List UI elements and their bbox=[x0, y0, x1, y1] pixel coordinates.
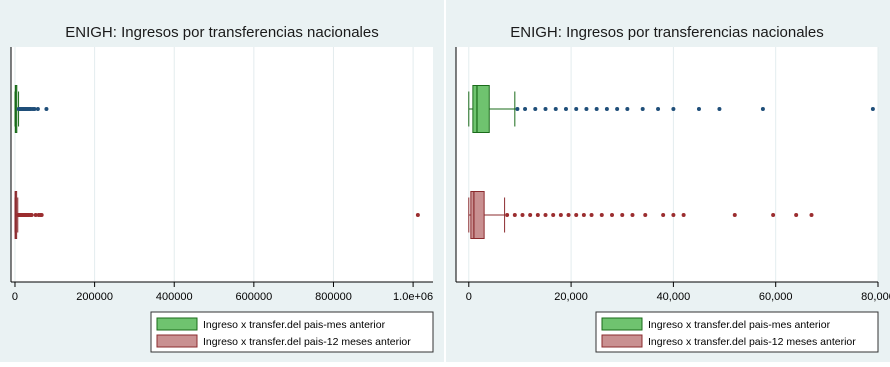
left-chart-title: ENIGH: Ingresos por transferencias nacio… bbox=[65, 24, 378, 41]
right-12-meses-outlier bbox=[794, 213, 799, 217]
right-12-meses-outlier bbox=[620, 213, 625, 217]
right-12-meses-outlier bbox=[599, 213, 604, 217]
left-x-tick-label: 200000 bbox=[76, 291, 113, 303]
right-mes-anterior-outlier bbox=[760, 107, 765, 111]
right-12-meses-outlier bbox=[681, 213, 686, 217]
left-x-tick-label: 800000 bbox=[315, 291, 352, 303]
right-mes-anterior-outlier bbox=[594, 107, 599, 111]
right-mes-anterior-outlier bbox=[584, 107, 589, 111]
right-legend-label-12-meses: Ingreso x transfer.del pais-12 meses ant… bbox=[648, 336, 856, 348]
right-12-meses-outlier bbox=[610, 213, 615, 217]
left-plot-area bbox=[11, 47, 433, 282]
right-mes-anterior-outlier bbox=[696, 107, 701, 111]
right-mes-anterior-outlier bbox=[671, 107, 676, 111]
right-12-meses-outlier bbox=[630, 213, 635, 217]
right-mes-anterior-outlier bbox=[533, 107, 538, 111]
left-12-meses-outlier bbox=[415, 213, 420, 217]
left-x-tick-label: 400000 bbox=[156, 291, 193, 303]
right-mes-anterior-outlier bbox=[656, 107, 661, 111]
right-12-meses-outlier bbox=[671, 213, 676, 217]
right-12-meses-outlier bbox=[809, 213, 814, 217]
right-legend-swatch-mes-anterior bbox=[601, 317, 643, 331]
left-mes-anterior-outlier bbox=[35, 107, 40, 111]
right-12-meses-outlier bbox=[771, 213, 776, 217]
right-mes-anterior-outlier bbox=[515, 107, 520, 111]
right-12-meses-outlier bbox=[551, 213, 556, 217]
right-mes-anterior-outlier bbox=[563, 107, 568, 111]
chart-panel-left: ENIGH: Ingresos por transferencias nacio… bbox=[0, 0, 445, 362]
left-legend-label-mes-anterior: Ingreso x transfer.del pais-mes anterior bbox=[203, 319, 386, 331]
boxplot-chart-right: ENIGH: Ingresos por transferencias nacio… bbox=[455, 24, 890, 353]
right-12-meses-outlier bbox=[505, 213, 510, 217]
right-x-tick-label: 0 bbox=[466, 291, 472, 303]
left-mes-anterior-outlier bbox=[44, 107, 49, 111]
left-legend-label-12-meses: Ingreso x transfer.del pais-12 meses ant… bbox=[203, 336, 411, 348]
right-12-meses-outlier bbox=[574, 213, 579, 217]
chart-panel-right: ENIGH: Ingresos por transferencias nacio… bbox=[445, 0, 890, 362]
right-12-meses-box bbox=[470, 191, 485, 239]
right-12-meses-outlier bbox=[558, 213, 563, 217]
left-x-tick-label: 1.0e+06 bbox=[393, 291, 433, 303]
right-x-tick-label: 20,000 bbox=[554, 291, 588, 303]
left-legend bbox=[150, 311, 434, 353]
left-legend-swatch-mes-anterior bbox=[156, 317, 198, 331]
right-12-meses-outlier bbox=[661, 213, 666, 217]
panel-divider bbox=[444, 0, 446, 362]
right-legend bbox=[595, 311, 879, 353]
right-mes-anterior-outlier bbox=[625, 107, 630, 111]
right-plot-area bbox=[456, 47, 878, 282]
right-x-tick-label: 80,000 bbox=[861, 291, 890, 303]
right-x-tick-label: 40,000 bbox=[657, 291, 691, 303]
left-x-tick-label: 0 bbox=[12, 291, 18, 303]
right-12-meses-outlier bbox=[581, 213, 586, 217]
right-chart-title: ENIGH: Ingresos por transferencias nacio… bbox=[510, 24, 823, 41]
right-mes-anterior-outlier bbox=[615, 107, 620, 111]
left-mes-anterior-outlier bbox=[32, 107, 37, 111]
left-legend-swatch-12-meses bbox=[156, 334, 198, 348]
right-mes-anterior-outlier bbox=[604, 107, 609, 111]
right-mes-anterior-outlier bbox=[640, 107, 645, 111]
right-12-meses-outlier bbox=[589, 213, 594, 217]
right-mes-anterior-outlier bbox=[717, 107, 722, 111]
left-12-meses-outlier bbox=[33, 213, 38, 217]
left-12-meses-outlier bbox=[39, 213, 44, 217]
right-12-meses-outlier bbox=[643, 213, 648, 217]
right-x-tick-label: 60,000 bbox=[759, 291, 793, 303]
right-mes-anterior-outlier bbox=[523, 107, 528, 111]
right-12-meses-outlier bbox=[566, 213, 571, 217]
right-legend-label-mes-anterior: Ingreso x transfer.del pais-mes anterior bbox=[648, 319, 831, 331]
right-mes-anterior-outlier bbox=[574, 107, 579, 111]
boxplot-chart-left: ENIGH: Ingresos por transferencias nacio… bbox=[10, 24, 434, 353]
right-mes-anterior-outlier bbox=[543, 107, 548, 111]
right-mes-anterior-outlier bbox=[870, 107, 875, 111]
right-mes-anterior-box bbox=[472, 85, 490, 133]
right-12-meses-outlier bbox=[528, 213, 533, 217]
right-12-meses-outlier bbox=[543, 213, 548, 217]
right-12-meses-outlier bbox=[512, 213, 517, 217]
left-12-meses-outlier bbox=[29, 213, 34, 217]
right-mes-anterior-outlier bbox=[553, 107, 558, 111]
right-12-meses-outlier bbox=[535, 213, 540, 217]
right-12-meses-outlier bbox=[732, 213, 737, 217]
left-x-tick-label: 600000 bbox=[235, 291, 272, 303]
right-12-meses-outlier bbox=[520, 213, 525, 217]
right-legend-swatch-12-meses bbox=[601, 334, 643, 348]
